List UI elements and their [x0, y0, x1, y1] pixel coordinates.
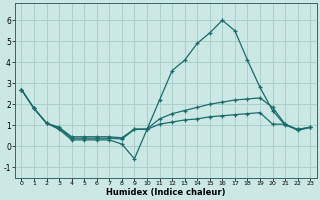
X-axis label: Humidex (Indice chaleur): Humidex (Indice chaleur) [106, 188, 226, 197]
